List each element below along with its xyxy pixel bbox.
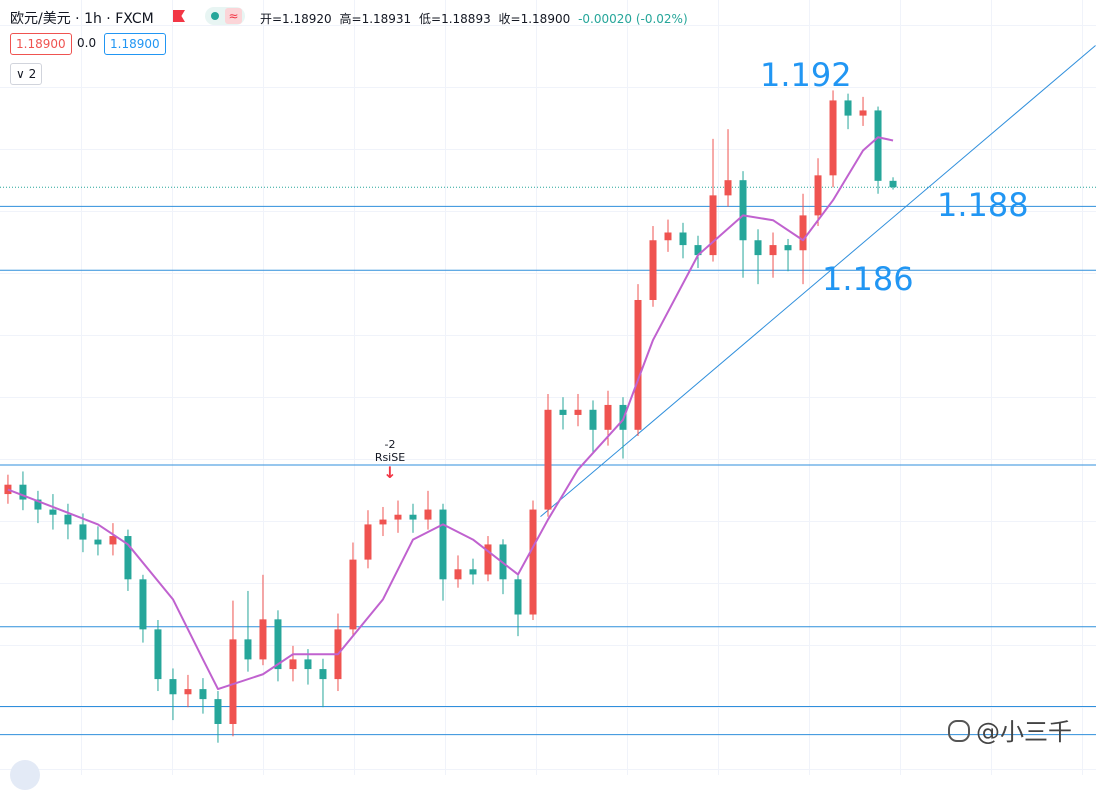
ohlc-legend: 开=1.18920 高=1.18931 低=1.18893 收=1.18900 … [260,10,692,27]
candle-body [754,240,762,256]
candle-body [529,509,537,615]
candle-body [574,409,582,415]
candle-body [454,569,462,580]
annotation: 1.188 [937,186,1029,224]
candle-body [244,639,252,660]
candle-body [289,659,297,670]
annotation: 1.192 [760,56,852,94]
spread: 0.0 [77,36,97,50]
candle-body [259,619,267,660]
candle-body [769,245,777,256]
symbol-title[interactable]: 欧元/美元 · 1h · FXCM [10,11,154,27]
collapse-button[interactable]: ∨ 2 [10,63,43,85]
candle-body [409,514,417,520]
candle-body [394,514,402,520]
candle-body [664,232,672,241]
candle-body [634,299,642,430]
status-icon: ≈ [225,8,242,24]
candle-body [439,509,447,580]
candle-body [829,100,837,176]
annotation: 1.186 [822,260,914,298]
watermark-text: @小三千 [976,718,1072,746]
candle-body [799,215,807,251]
candle-body [184,689,192,695]
candle-body [199,689,207,700]
candle-body [484,544,492,575]
signal-arrow: ↓ [383,463,397,482]
ohlc-open: 开=1.18920 [260,12,332,26]
candle-body [874,110,882,181]
candle-body [364,524,372,560]
signal-label: -2 RsiSE ↓ [372,438,408,482]
watermark: @小三千 [948,712,1072,747]
candle-body [349,559,357,630]
candle-body [859,110,867,116]
candle-body [94,539,102,545]
trend-line [540,45,1096,518]
candle-body [424,509,432,520]
candle-body [109,536,117,545]
candle-body [559,409,567,415]
sell-price[interactable]: 1.18900 [10,33,72,55]
candle-body [844,100,852,116]
candle-body [514,579,522,615]
candle-body [214,699,222,724]
candle-body [19,484,27,500]
candle-body [889,180,897,188]
candle-body [679,232,687,246]
status-dot [211,12,219,20]
candle-body [739,180,747,241]
candle-body [694,245,702,256]
candle-body [724,180,732,196]
candle-body [709,195,717,256]
ohlc-low: 低=1.18893 [419,12,491,26]
candle-body [304,659,312,670]
candle-body [274,619,282,670]
candle-body [49,509,57,515]
candle-body [604,404,612,430]
moving-average [7,136,894,691]
candle-body [319,669,327,680]
candle-body [4,484,12,495]
candle-body [34,499,42,510]
candle-body [139,579,147,630]
ohlc-close: 收=1.18900 [498,12,571,26]
candle-body [649,240,657,300]
collapse-count: 2 [28,67,37,81]
candle-body [589,409,597,430]
candle-body [784,245,792,251]
candle-body [544,409,552,510]
signal-name: RsiSE [374,451,406,464]
watermark-logo [948,720,970,742]
ohlc-change: -0.00020 (-0.02%) [578,12,688,26]
ohlc-high: 高=1.18931 [339,12,412,26]
flag-icon[interactable] [173,10,185,22]
candle-body [379,519,387,525]
buy-price[interactable]: 1.18900 [104,33,166,55]
signal-value: -2 [384,438,396,451]
corner-button[interactable] [10,760,40,790]
candle-body [169,679,177,695]
candle-body [154,629,162,680]
candle-body [469,569,477,575]
candle-body [79,524,87,540]
candle-body [64,514,72,525]
candle-body [124,536,132,580]
candle-body [814,175,822,216]
candle-body [229,639,237,724]
status-pill: ≈ [205,7,245,25]
